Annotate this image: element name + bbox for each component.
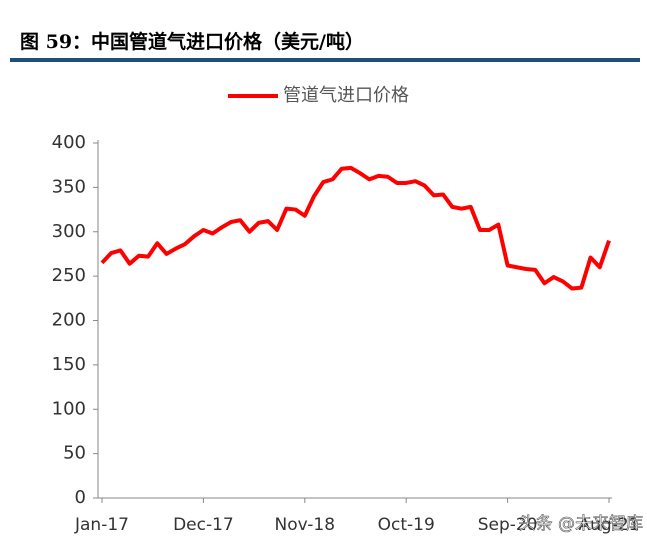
x-tick-label: Sep-20 [478,515,538,535]
x-tick-label: Jan-17 [74,515,129,535]
chart-title: 图 59：中国管道气进口价格（美元/吨） [20,30,364,53]
x-tick-label: Nov-18 [275,515,336,535]
legend-label: 管道气进口价格 [283,85,409,106]
watermark: 头条 @未来智库 [519,514,643,534]
y-tick-label: 400 [52,132,86,153]
y-tick-label: 0 [75,487,86,508]
title-rule [10,58,640,62]
y-tick-label: 150 [52,354,86,375]
y-tick-label: 100 [52,398,86,419]
series-line [100,165,611,291]
x-tick-label: Oct-19 [378,515,435,535]
x-tick-label: Aug-21 [579,515,640,535]
y-tick-label: 300 [52,221,86,242]
x-tick-label: Dec-17 [173,515,234,535]
y-tick-label: 350 [52,176,86,197]
y-tick-label: 50 [63,443,86,464]
y-tick-label: 250 [52,265,86,286]
y-tick-label: 200 [52,310,86,331]
